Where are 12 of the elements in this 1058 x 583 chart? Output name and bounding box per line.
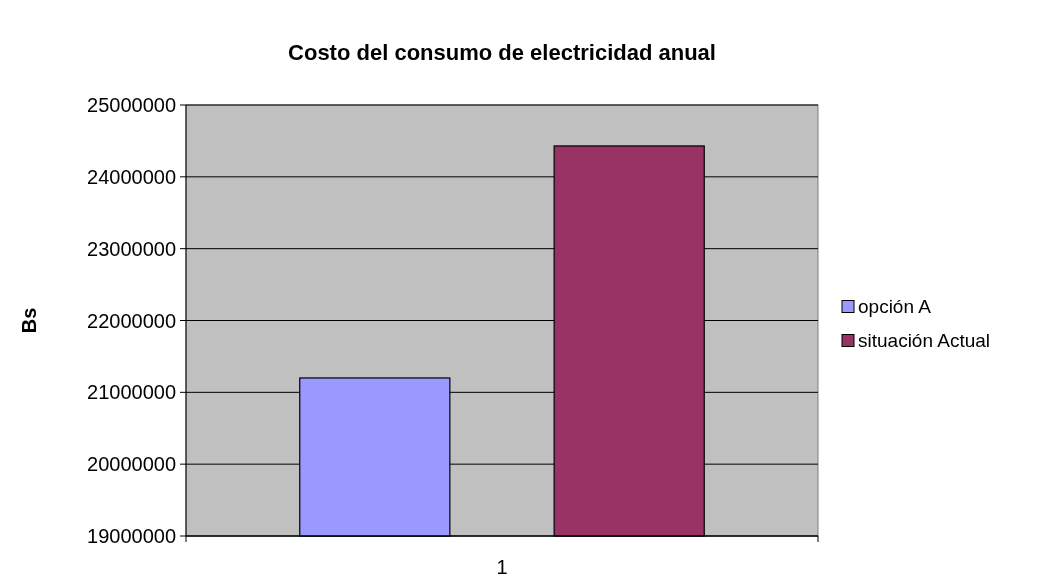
legend-label: opción A [858,296,932,318]
y-tick-label: 25000000 [87,94,176,116]
legend-label: situación Actual [858,330,991,352]
y-tick-label: 19000000 [87,525,176,547]
x-tick-label: 1 [496,556,508,578]
chart-title: Costo del consumo de electricidad anual [288,40,716,65]
y-tick-label: 24000000 [87,165,176,188]
y-tick-label: 22000000 [87,309,176,332]
y-tick-label: 20000000 [87,453,176,476]
y-tick-label: 21000000 [87,381,176,404]
y-axis-title: Bs [18,307,40,334]
y-tick-label: 23000000 [87,237,176,260]
